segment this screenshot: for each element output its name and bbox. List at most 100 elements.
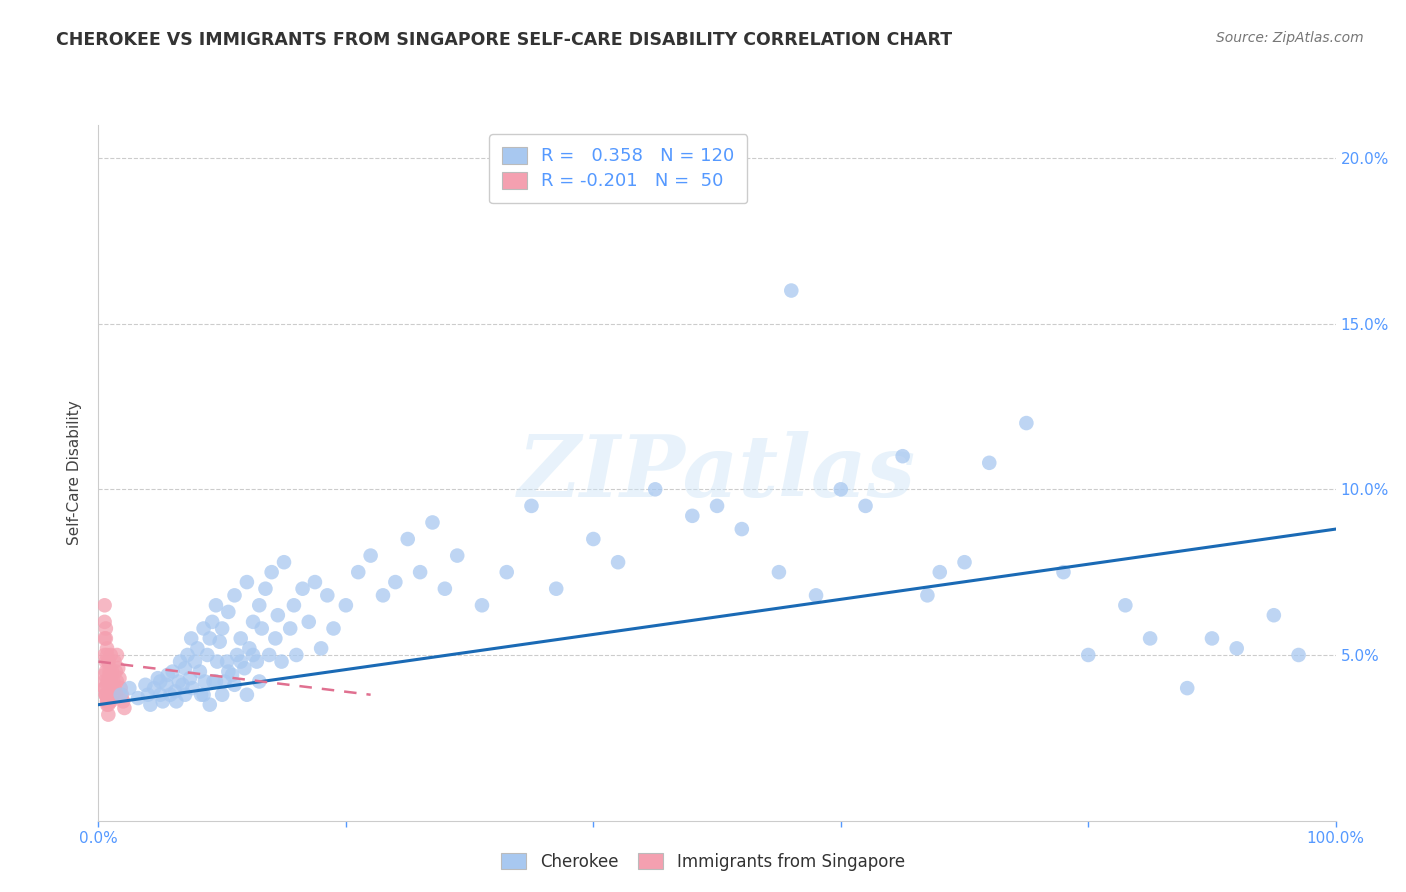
Point — [97, 688, 120, 702]
Point — [731, 522, 754, 536]
Point — [1175, 681, 1198, 695]
Point — [236, 688, 259, 702]
Point — [108, 671, 131, 685]
Point — [97, 655, 120, 669]
Point — [100, 694, 122, 708]
Point — [100, 674, 122, 689]
Point — [260, 565, 283, 579]
Point — [246, 655, 269, 669]
Point — [247, 599, 270, 613]
Point — [98, 694, 121, 708]
Point — [217, 605, 239, 619]
Point — [94, 688, 117, 702]
Point — [979, 456, 1001, 470]
Point — [103, 688, 125, 702]
Point — [229, 655, 252, 669]
Point — [110, 688, 132, 702]
Point — [101, 681, 124, 695]
Point — [104, 688, 127, 702]
Point — [211, 622, 233, 636]
Point — [855, 499, 877, 513]
Point — [257, 648, 280, 662]
Point — [127, 691, 149, 706]
Point — [236, 575, 259, 590]
Point — [446, 549, 468, 563]
Point — [520, 499, 543, 513]
Text: Source: ZipAtlas.com: Source: ZipAtlas.com — [1216, 31, 1364, 45]
Point — [396, 532, 419, 546]
Point — [1139, 632, 1161, 646]
Point — [149, 674, 172, 689]
Point — [1077, 648, 1099, 662]
Point — [273, 555, 295, 569]
Point — [360, 549, 382, 563]
Point — [254, 582, 277, 596]
Point — [471, 599, 494, 613]
Point — [105, 648, 128, 662]
Point — [1226, 641, 1249, 656]
Point — [146, 671, 169, 685]
Point — [804, 588, 827, 602]
Text: ZIPatlas: ZIPatlas — [517, 431, 917, 515]
Point — [174, 661, 197, 675]
Point — [264, 632, 287, 646]
Point — [93, 648, 115, 662]
Point — [97, 655, 120, 669]
Point — [238, 641, 260, 656]
Point — [110, 681, 132, 695]
Point — [304, 575, 326, 590]
Point — [194, 674, 217, 689]
Point — [103, 674, 125, 689]
Point — [93, 632, 115, 646]
Point — [96, 648, 118, 662]
Point — [100, 648, 122, 662]
Point — [1052, 565, 1074, 579]
Point — [780, 284, 803, 298]
Point — [768, 565, 790, 579]
Point — [201, 615, 224, 629]
Point — [226, 648, 249, 662]
Point — [198, 632, 221, 646]
Point — [247, 674, 270, 689]
Point — [205, 655, 228, 669]
Point — [706, 499, 728, 513]
Point — [347, 565, 370, 579]
Point — [94, 688, 117, 702]
Point — [93, 681, 115, 695]
Point — [93, 681, 115, 695]
Point — [176, 648, 198, 662]
Point — [202, 674, 225, 689]
Point — [208, 634, 231, 648]
Point — [193, 622, 215, 636]
Point — [285, 648, 308, 662]
Point — [104, 665, 127, 679]
Point — [112, 694, 135, 708]
Point — [169, 655, 191, 669]
Point — [96, 674, 118, 689]
Point — [195, 648, 218, 662]
Point — [149, 688, 172, 702]
Point — [97, 698, 120, 712]
Point — [214, 674, 236, 689]
Point — [221, 668, 243, 682]
Point — [205, 674, 228, 689]
Point — [96, 694, 118, 708]
Point — [1201, 632, 1223, 646]
Point — [242, 648, 264, 662]
Point — [93, 674, 115, 689]
Point — [94, 665, 117, 679]
Point — [371, 588, 394, 602]
Point — [184, 655, 207, 669]
Point — [94, 622, 117, 636]
Point — [98, 688, 121, 702]
Point — [107, 661, 129, 675]
Point — [422, 516, 444, 530]
Point — [98, 668, 121, 682]
Point — [188, 665, 211, 679]
Point — [316, 588, 339, 602]
Legend: R =   0.358   N = 120, R = -0.201   N =  50: R = 0.358 N = 120, R = -0.201 N = 50 — [489, 134, 747, 203]
Point — [93, 615, 115, 629]
Point — [335, 599, 357, 613]
Point — [242, 615, 264, 629]
Point — [139, 698, 162, 712]
